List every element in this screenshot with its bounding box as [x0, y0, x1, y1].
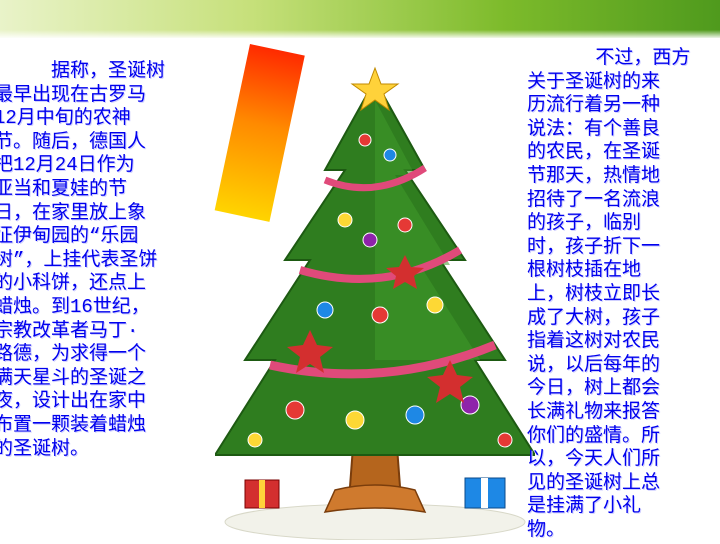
christmas-tree-image	[213, 60, 537, 541]
top-green-band	[0, 0, 720, 38]
right-paragraph-text: 不过，西方 关于圣诞树的来 历流行着另一种 说法：有个善良 的农民，在圣诞 节那…	[527, 47, 691, 541]
christmas-tree-drawing	[213, 66, 537, 541]
left-paragraph-text: 据称，圣诞树 最早出现在古罗马 12月中旬的农神 节。随后，德国人 把12月24…	[0, 60, 166, 460]
